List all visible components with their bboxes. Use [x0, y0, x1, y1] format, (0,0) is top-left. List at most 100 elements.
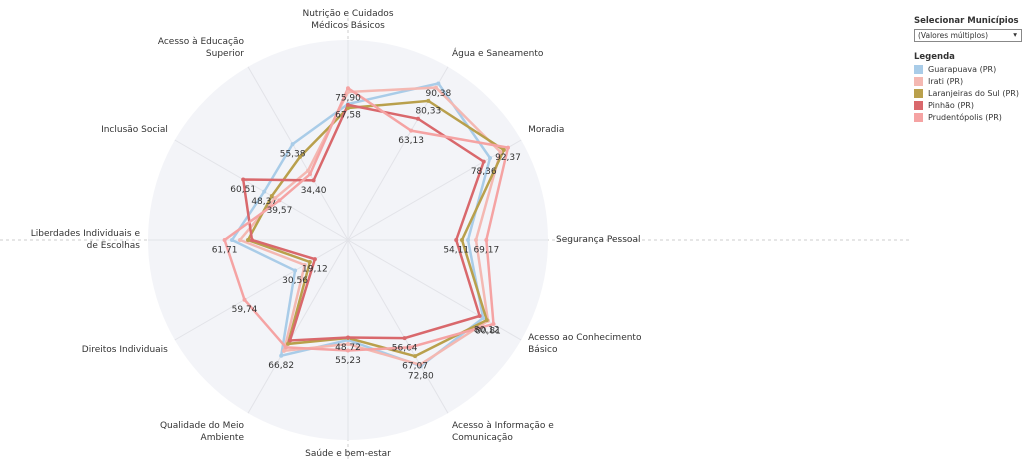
point — [284, 345, 288, 350]
data-label: 61,71 — [212, 246, 238, 256]
point — [501, 148, 506, 152]
point — [436, 81, 441, 86]
data-label: 59,74 — [232, 305, 258, 315]
point — [238, 238, 242, 242]
point — [434, 85, 438, 90]
point — [346, 90, 350, 94]
axis-label: Segurança Pessoal — [556, 235, 641, 245]
point — [230, 238, 234, 242]
point — [413, 354, 418, 359]
data-label: 80,33 — [415, 106, 441, 116]
axis-label: Acesso ao Conhecimento Básico — [528, 333, 642, 355]
point — [498, 150, 503, 154]
data-label: 75,90 — [335, 94, 361, 104]
point — [262, 189, 267, 194]
data-label: 56,64 — [392, 344, 418, 354]
point — [346, 102, 350, 107]
point — [302, 263, 307, 267]
point — [346, 106, 350, 110]
point — [282, 348, 286, 353]
point — [246, 238, 250, 242]
spoke — [247, 66, 349, 241]
point — [298, 154, 302, 159]
legend-swatch — [914, 101, 923, 110]
data-label: 60,51 — [230, 185, 256, 195]
spoke — [347, 139, 522, 241]
point — [242, 297, 247, 302]
data-label: 19,12 — [302, 265, 328, 275]
data-label: 78,36 — [471, 167, 497, 177]
spoke — [174, 239, 349, 341]
data-label: 90,38 — [425, 89, 451, 99]
point — [277, 198, 282, 203]
point — [454, 238, 459, 242]
legend-item: Pinhão (PR) — [914, 101, 1022, 110]
data-label: 34,40 — [301, 186, 327, 196]
legend-swatch — [914, 113, 923, 122]
legend-item: Laranjeiras do Sul (PR) — [914, 89, 1022, 98]
point — [269, 194, 274, 198]
axis-label: Saúde e bem-estar — [305, 449, 391, 459]
legend-item: Guarapuava (PR) — [914, 65, 1022, 74]
point — [409, 128, 414, 133]
point — [311, 178, 316, 183]
point — [484, 238, 489, 242]
point — [418, 362, 422, 367]
axis-label: Qualidade do Meio Ambiente — [159, 421, 244, 444]
data-label: 67,58 — [335, 110, 361, 120]
legend-label: Guarapuava (PR) — [928, 65, 997, 74]
data-label: 80,81 — [475, 326, 501, 336]
data-label: 63,13 — [398, 136, 424, 146]
data-label: 66,82 — [268, 361, 294, 371]
legend-title: Legenda — [914, 52, 955, 62]
legend-items: Guarapuava (PR) Irati (PR) Laranjeiras do … — [914, 65, 1022, 122]
legend-label: Prudentópolis (PR) — [928, 113, 1002, 122]
axis-label: Moradia — [528, 125, 565, 135]
point — [408, 345, 412, 350]
legend: Selecionar Municípios (Valores múltiplos… — [914, 16, 1022, 125]
point — [273, 196, 278, 200]
axis-label: Direitos Individuais — [81, 345, 168, 355]
point — [505, 145, 510, 150]
legend-swatch — [914, 89, 923, 98]
point — [426, 98, 431, 103]
data-label: 92,37 — [495, 153, 521, 163]
data-label: 55,23 — [335, 356, 361, 366]
point — [279, 353, 284, 358]
data-label: 80,12 — [474, 326, 500, 336]
point — [402, 336, 407, 341]
point — [474, 238, 478, 242]
data-label: 48,37 — [251, 197, 277, 207]
filter-dropdown[interactable]: (Valores múltiplos) — [914, 29, 1022, 42]
axis-label: Acesso à Educação Superior — [157, 36, 244, 59]
point — [222, 238, 227, 242]
point — [288, 338, 292, 343]
spoke — [347, 239, 449, 414]
point — [346, 348, 350, 353]
point — [481, 159, 486, 164]
point — [290, 142, 295, 147]
point — [488, 156, 493, 160]
spoke — [347, 66, 449, 241]
point — [306, 168, 310, 173]
data-label: 72,80 — [408, 372, 434, 382]
data-label: 39,57 — [267, 206, 293, 216]
legend-item: Irati (PR) — [914, 77, 1022, 86]
axis-label: Acesso à Informação e Comunicação — [452, 421, 554, 444]
point — [466, 238, 470, 242]
data-label: 69,17 — [473, 246, 499, 256]
point — [491, 322, 496, 326]
point — [477, 314, 482, 318]
legend-item: Prudentópolis (PR) — [914, 113, 1022, 122]
axis-label: Liberdades Individuais e de Escolhas — [30, 229, 140, 251]
point — [241, 177, 246, 182]
point — [286, 341, 290, 346]
point — [346, 86, 350, 91]
point — [307, 260, 312, 264]
point — [484, 318, 489, 323]
data-label: 55,38 — [280, 150, 306, 160]
legend-label: Laranjeiras do Sul (PR) — [928, 89, 1019, 98]
point — [346, 335, 350, 340]
legend-label: Pinhão (PR) — [928, 101, 974, 110]
